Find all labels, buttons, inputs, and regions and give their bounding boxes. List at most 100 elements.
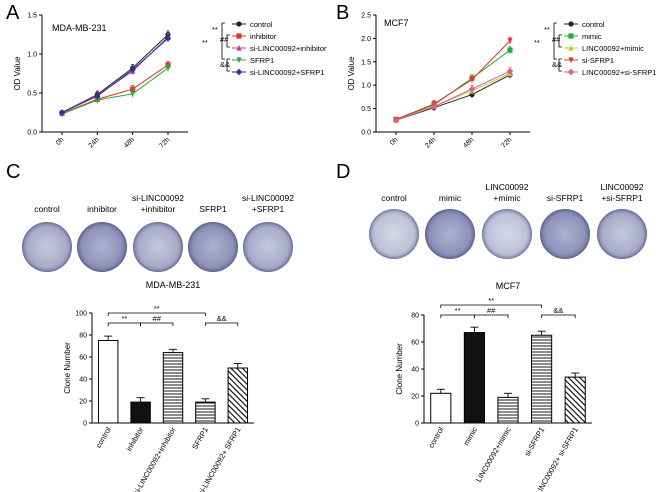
legend-label: control — [250, 20, 273, 29]
line-chart-b: MCF7 0.0 0.5 1.0 1.5 2.0 2.5 0h 24h 48h 72h OD Valu… — [347, 13, 656, 150]
legend-label: mimic — [582, 32, 602, 41]
series-line — [61, 34, 169, 113]
colony-label: LINC00092 — [600, 182, 643, 192]
y-tick-label: 0 — [415, 421, 419, 428]
colony-label: si-SFRP1 — [547, 193, 584, 203]
significance-annotation: ** — [212, 25, 218, 34]
series-line — [61, 64, 169, 114]
series-line — [61, 38, 169, 113]
series-line — [395, 40, 511, 120]
significance-bracket — [226, 58, 230, 72]
colony-label: si-LINC00092 — [242, 193, 294, 203]
bar — [497, 396, 519, 424]
data-point — [94, 92, 101, 100]
colony-label: control — [34, 204, 60, 214]
y-tick-label: 0.5 — [27, 91, 37, 98]
significance-bracket — [107, 322, 141, 326]
significance-bracket — [558, 58, 562, 72]
colony-dish-c-sfrp1 — [188, 222, 238, 272]
y-tick-label: 60 — [411, 340, 419, 347]
colony-label: +SFRP1 — [252, 204, 285, 214]
data-point — [567, 68, 575, 76]
y-axis-label: OD Value — [13, 56, 22, 91]
data-point — [236, 33, 242, 39]
data-point — [236, 44, 242, 51]
series-line — [395, 49, 511, 121]
colony-label: LINC00092 — [485, 182, 528, 192]
bar — [195, 401, 216, 424]
y-tick-label: 0.0 — [361, 130, 371, 137]
y-tick-label: 80 — [411, 313, 419, 320]
x-tick-label: 48h — [123, 136, 136, 149]
data-point — [507, 47, 513, 53]
panel-label-a: A — [6, 2, 20, 24]
data-point — [236, 21, 242, 27]
x-tick-label: control — [426, 425, 445, 449]
x-tick-label: 24h — [424, 136, 437, 149]
data-point — [236, 57, 242, 64]
significance-annotation: ## — [220, 35, 229, 44]
x-tick-label: 0h — [55, 136, 66, 147]
colony-dish-d-si-sfrp1 — [540, 209, 590, 259]
y-tick-label: 40 — [79, 377, 87, 384]
legend-label: LINC00092+mimic — [582, 44, 644, 53]
x-tick-label: LINC00092+mimic — [474, 425, 513, 483]
data-point — [392, 117, 400, 124]
data-point — [94, 97, 100, 104]
bar-chart-d: MCF7 0 20 40 60 80 Clone Number control mimicLIN… — [395, 281, 592, 492]
significance-annotation: ** — [534, 38, 540, 47]
y-tick-label: 2.0 — [361, 36, 371, 43]
data-point — [430, 103, 438, 110]
data-point — [130, 91, 136, 97]
x-tick-label: inhibitor — [124, 425, 145, 453]
colony-label: SFRP1 — [199, 204, 227, 214]
colony-dish-c-inhibitor — [77, 222, 127, 272]
y-tick-label: 60 — [79, 355, 87, 362]
significance-annotation: && — [552, 60, 562, 69]
data-point — [507, 38, 513, 44]
colony-dish-d-linc00092-si-sfrp1 — [597, 209, 647, 259]
data-point — [568, 21, 574, 27]
y-tick-label: 20 — [411, 394, 419, 401]
data-point — [235, 68, 243, 76]
colony-dish-c-si-linc00092-inhibitor — [133, 222, 183, 272]
data-point — [568, 57, 574, 64]
chart-title: MCF7 — [384, 18, 409, 28]
y-tick-label: 1.0 — [361, 83, 371, 90]
significance-annotation: && — [553, 306, 563, 315]
x-tick-label: SFRP1 — [190, 426, 210, 451]
bar — [97, 340, 119, 424]
legend-label: SFRP1 — [250, 56, 274, 65]
y-tick-label: 40 — [411, 367, 419, 374]
chart-title: MDA-MB-231 — [146, 280, 201, 290]
y-tick-label: 80 — [79, 333, 87, 340]
x-tick-label: mimic — [462, 425, 480, 447]
colony-dish-d-control — [369, 209, 419, 259]
y-tick-label: 1.5 — [27, 13, 37, 20]
significance-annotation: ** — [455, 306, 461, 315]
colony-label: mimic — [439, 193, 462, 203]
x-tick-label: 0h — [389, 136, 400, 147]
y-tick-label: 0 — [83, 421, 87, 428]
legend-label: inhibitor — [250, 32, 277, 41]
bar — [162, 352, 184, 424]
line-chart-a: MDA-MB-231 0.0 0.5 1.0 1.5 0h 24h 48h 72h OD Valu… — [13, 13, 327, 150]
y-tick-label: 1.5 — [361, 59, 371, 66]
significance-annotation: ** — [154, 304, 160, 313]
legend-label: si-LINC00092+SFRP1 — [250, 68, 324, 77]
y-tick-label: 1.0 — [27, 52, 37, 59]
y-tick-label: 100 — [75, 311, 87, 318]
x-tick-label: 24h — [88, 136, 101, 149]
legend-label: si-SFRP1 — [582, 56, 614, 65]
significance-bracket — [107, 312, 206, 316]
series-line — [61, 67, 169, 115]
y-tick-label: 0.5 — [361, 106, 371, 113]
data-point — [130, 86, 136, 92]
y-axis-label: Clone Number — [395, 343, 404, 395]
y-tick-label: 0.0 — [27, 130, 37, 137]
significance-bracket — [558, 34, 562, 48]
data-point — [469, 76, 475, 83]
significance-annotation: ** — [544, 25, 550, 34]
significance-annotation: ** — [488, 296, 494, 305]
